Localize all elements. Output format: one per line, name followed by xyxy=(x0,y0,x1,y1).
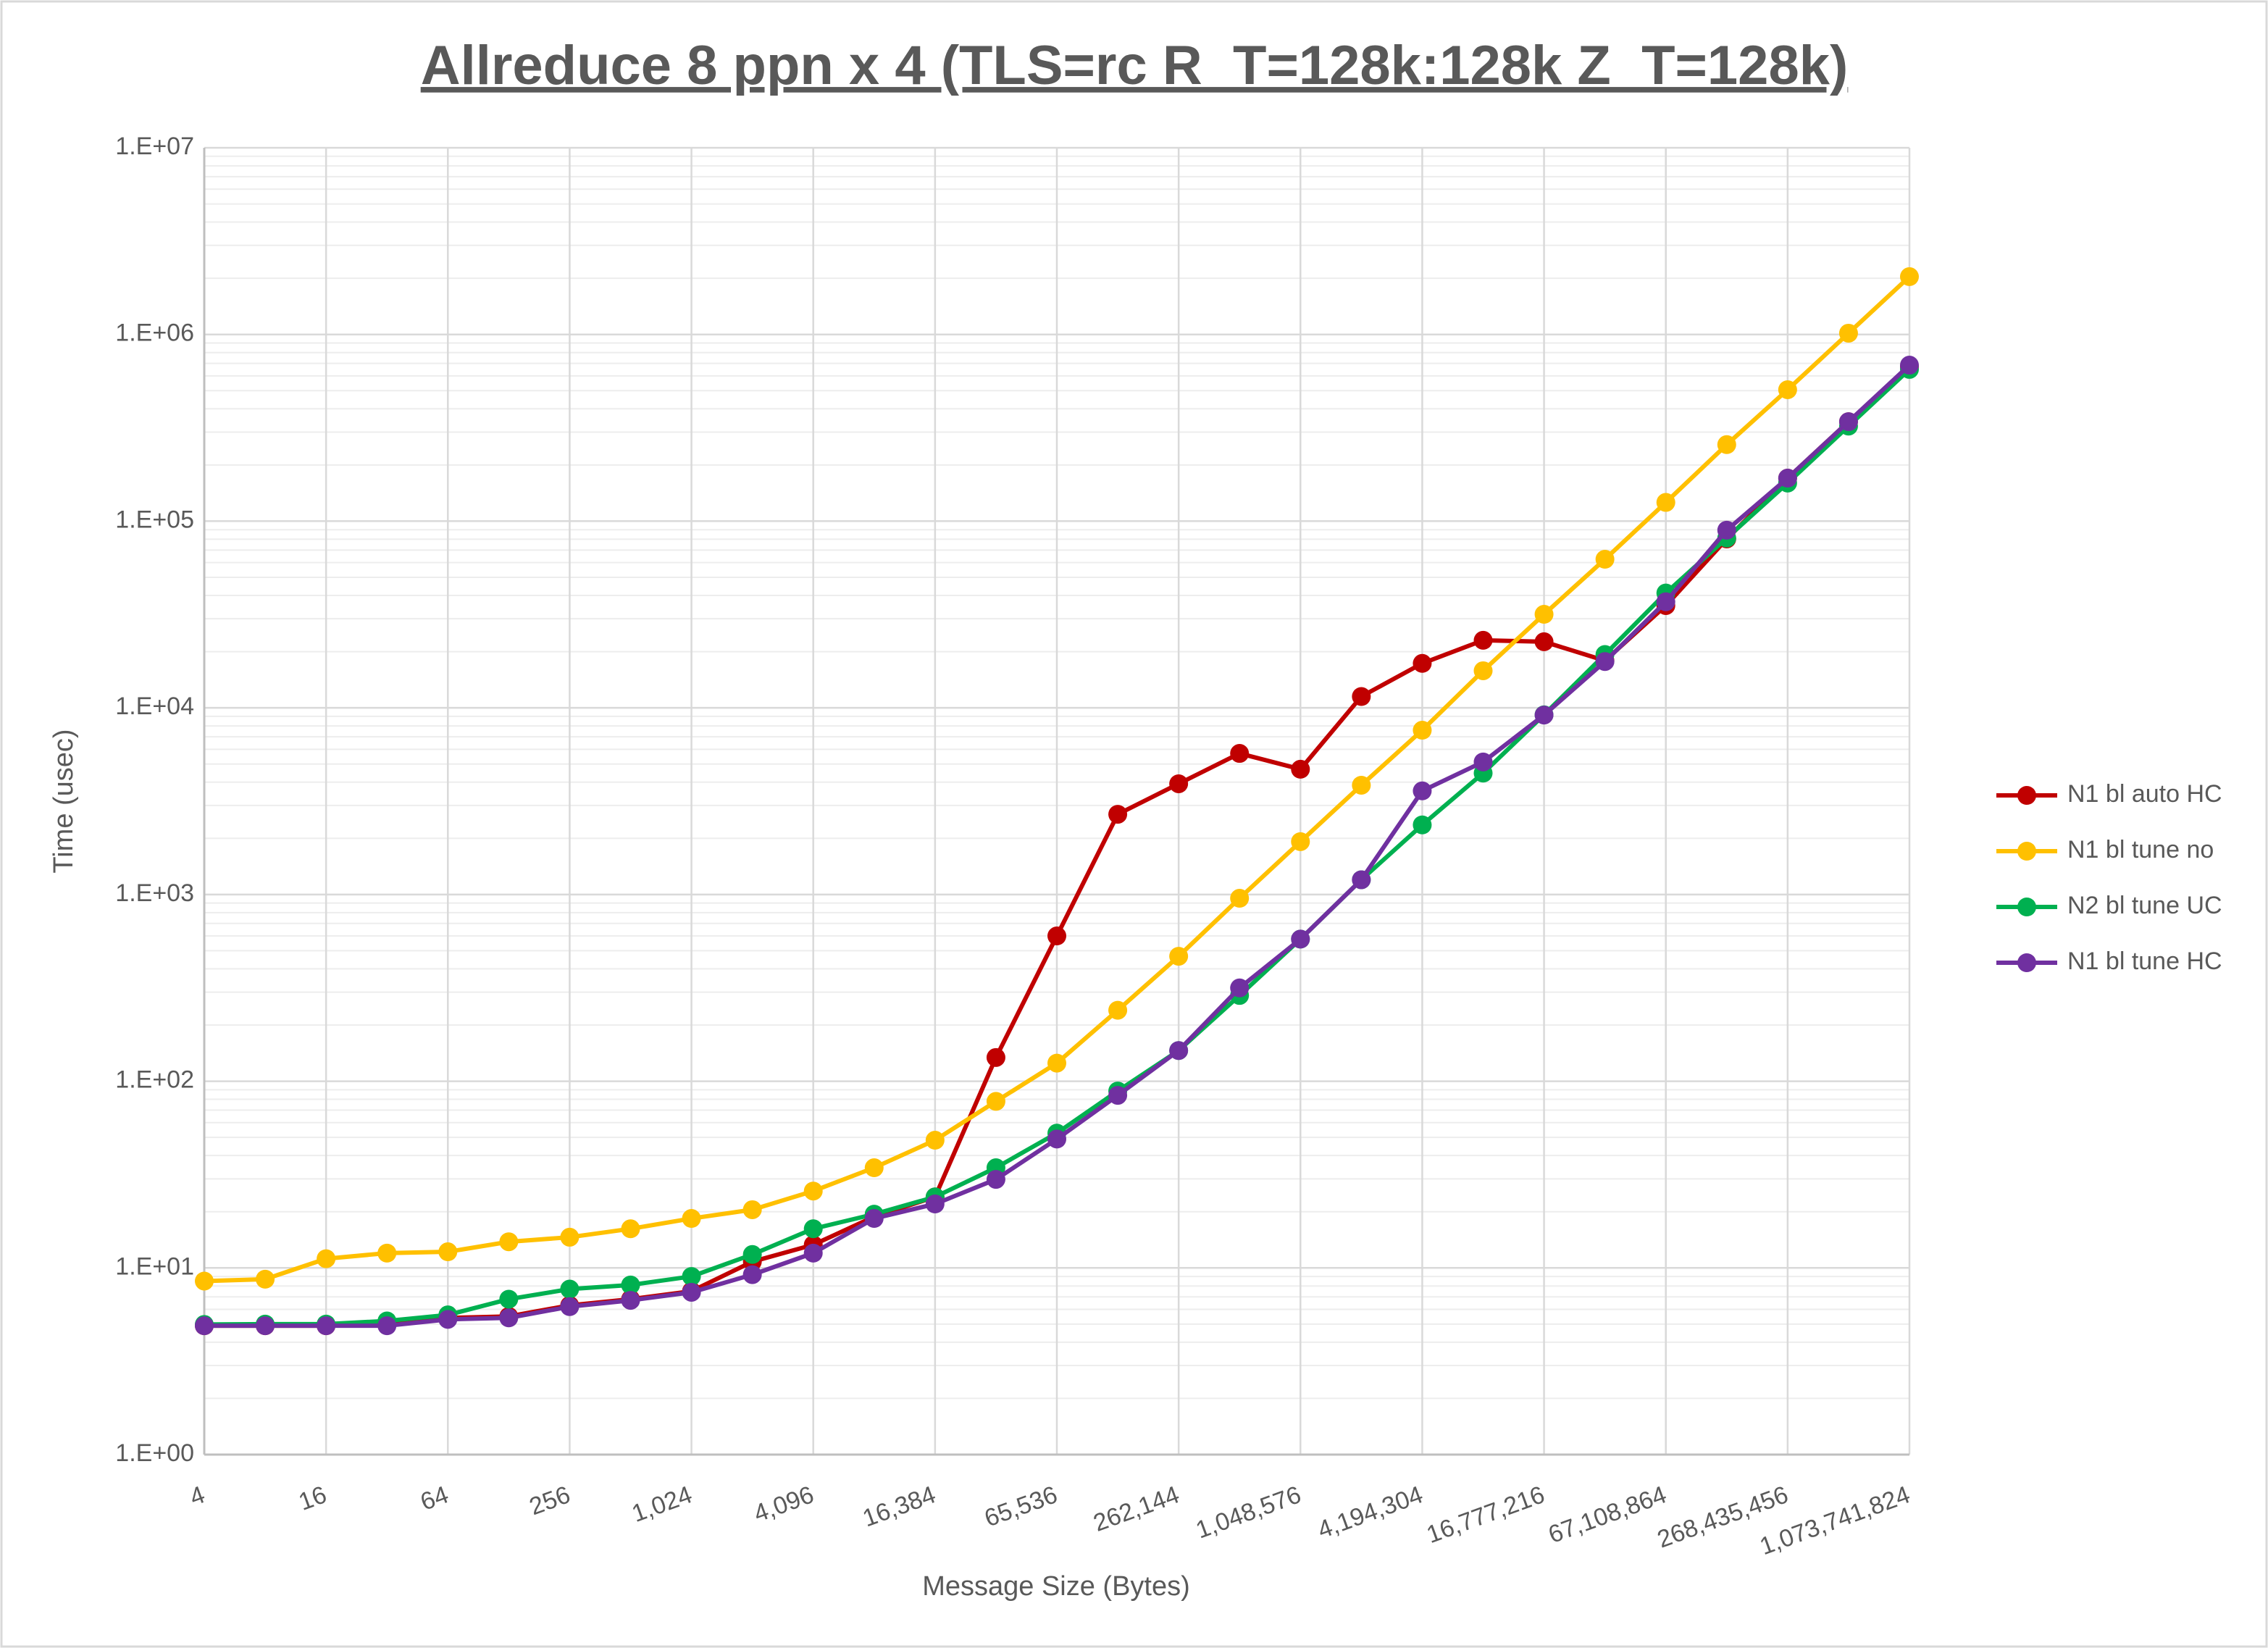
y-tick-label: 1.E+00 xyxy=(115,1439,194,1467)
y-tick-label: 1.E+01 xyxy=(115,1252,194,1280)
data-point xyxy=(1473,630,1493,650)
data-point xyxy=(1291,759,1310,779)
data-point xyxy=(1352,775,1371,795)
data-point xyxy=(621,1275,640,1294)
data-point xyxy=(377,1316,397,1336)
data-point xyxy=(682,1209,701,1229)
data-point xyxy=(803,1219,823,1239)
data-point xyxy=(986,1170,1005,1189)
data-point xyxy=(1047,1053,1066,1073)
data-point xyxy=(1534,605,1554,624)
data-point xyxy=(1413,781,1432,800)
data-point xyxy=(1230,978,1250,997)
data-point xyxy=(256,1269,275,1289)
data-point xyxy=(560,1227,579,1247)
y-tick-label: 1.E+06 xyxy=(115,319,194,347)
data-point xyxy=(1717,435,1736,454)
legend-marker xyxy=(2017,786,2036,805)
data-point xyxy=(1595,550,1615,569)
x-axis-label: Message Size (Bytes) xyxy=(922,1571,1190,1602)
data-point xyxy=(1108,1086,1128,1105)
data-point xyxy=(864,1209,884,1229)
data-point xyxy=(438,1242,458,1262)
data-point xyxy=(1778,469,1797,488)
data-point xyxy=(1838,323,1858,343)
data-point xyxy=(621,1219,640,1239)
data-point xyxy=(621,1291,640,1310)
y-tick-label: 1.E+03 xyxy=(115,879,194,907)
y-tick-label: 1.E+05 xyxy=(115,506,194,533)
y-tick-label: 1.E+04 xyxy=(115,693,194,720)
data-point xyxy=(1352,870,1371,890)
data-point xyxy=(317,1316,336,1336)
data-point xyxy=(1352,687,1371,706)
data-point xyxy=(195,1271,214,1291)
data-point xyxy=(1413,653,1432,673)
data-point xyxy=(1108,805,1128,824)
data-point xyxy=(1656,592,1675,611)
data-point xyxy=(438,1310,458,1329)
legend-marker xyxy=(2017,842,2036,861)
data-point xyxy=(1230,744,1250,764)
data-point xyxy=(682,1267,701,1287)
data-point xyxy=(256,1316,275,1336)
data-point xyxy=(1534,706,1554,725)
data-point xyxy=(560,1297,579,1316)
y-tick-label: 1.E+02 xyxy=(115,1066,194,1094)
data-point xyxy=(742,1245,762,1264)
data-point xyxy=(317,1249,336,1268)
data-point xyxy=(742,1200,762,1219)
legend-label: N1 bl tune no xyxy=(2067,836,2214,863)
data-point xyxy=(1473,752,1493,771)
data-point xyxy=(499,1232,519,1252)
y-axis-label: Time (usec) xyxy=(49,729,79,873)
data-point xyxy=(1169,947,1189,966)
data-point xyxy=(195,1316,214,1336)
legend-label: N1 bl auto HC xyxy=(2067,780,2222,808)
data-point xyxy=(682,1282,701,1302)
legend-marker xyxy=(2017,898,2036,916)
y-tick-label: 1.E+07 xyxy=(115,133,194,160)
data-point xyxy=(499,1289,519,1309)
data-point xyxy=(1413,721,1432,740)
data-point xyxy=(864,1158,884,1178)
data-point xyxy=(1473,661,1493,680)
legend-label: N2 bl tune UC xyxy=(2067,892,2222,919)
data-point xyxy=(1778,380,1797,399)
data-point xyxy=(1291,929,1310,949)
data-point xyxy=(986,1047,1005,1067)
data-point xyxy=(1838,412,1858,432)
data-point xyxy=(925,1131,945,1150)
legend-label: N1 bl tune HC xyxy=(2067,948,2222,975)
data-point xyxy=(1108,1000,1128,1020)
data-point xyxy=(1413,815,1432,835)
data-point xyxy=(1169,1041,1189,1061)
data-point xyxy=(1656,493,1675,512)
data-point xyxy=(803,1181,823,1201)
legend-marker xyxy=(2017,953,2036,972)
data-point xyxy=(377,1243,397,1263)
data-point xyxy=(1047,1129,1066,1149)
data-point xyxy=(925,1195,945,1214)
data-point xyxy=(499,1308,519,1328)
data-point xyxy=(1169,774,1189,793)
data-point xyxy=(1291,832,1310,851)
data-point xyxy=(1717,520,1736,540)
data-point xyxy=(803,1243,823,1263)
chart-title: Allreduce 8 ppn x 4 (TLS=rc R_T=128k:128… xyxy=(421,35,1849,96)
data-point xyxy=(986,1092,1005,1111)
data-point xyxy=(1047,927,1066,946)
data-point xyxy=(1595,652,1615,672)
data-point xyxy=(1534,632,1554,651)
data-point xyxy=(560,1279,579,1299)
data-point xyxy=(1900,267,1919,286)
data-point xyxy=(1230,889,1250,908)
data-point xyxy=(1900,356,1919,375)
data-point xyxy=(742,1265,762,1284)
